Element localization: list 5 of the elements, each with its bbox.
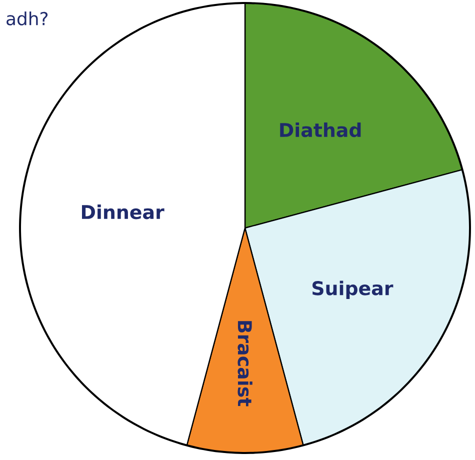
slice-label: Diathad: [280, 122, 361, 138]
slice-label: Bracaist: [238, 321, 252, 406]
slice-label: Dinnear: [82, 204, 164, 220]
slice-label: Suipear: [312, 280, 394, 300]
chart-title: adh?: [6, 12, 48, 26]
